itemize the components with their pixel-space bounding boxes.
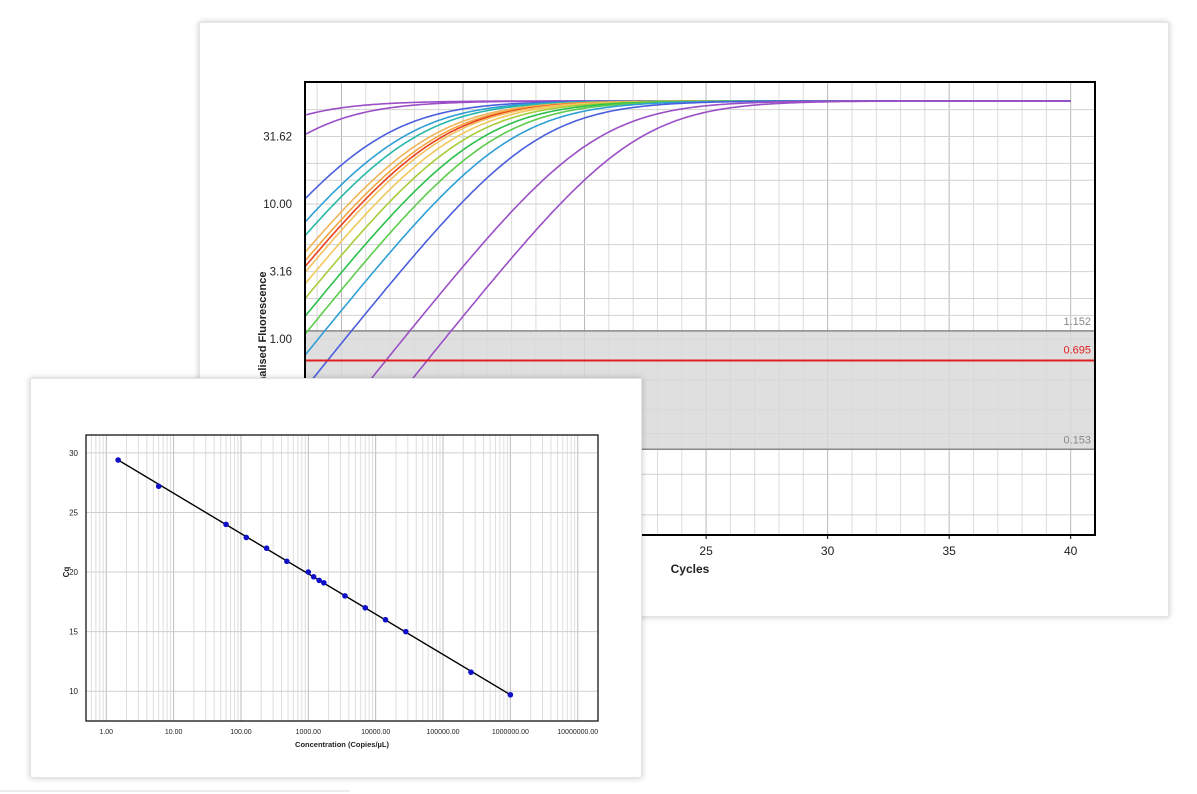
standard-point-11: [342, 593, 348, 599]
std-x-tick-label: 1000.00: [296, 729, 321, 736]
std-x-tick-label: 10000.00: [361, 729, 390, 736]
amp-y-tick-label: 31.62: [263, 131, 292, 143]
standard-point-8: [310, 574, 317, 580]
amplification-curve-14: [305, 100, 1071, 356]
amp-x-axis-title: Cycles: [671, 562, 710, 576]
amp-x-tick-label: 25: [699, 544, 713, 558]
amp-y-axis-title: Normalised Fluorescence: [257, 272, 269, 406]
std-y-tick-label: 20: [69, 568, 78, 577]
std-y-tick-label: 25: [69, 508, 78, 517]
std-y-tick-label: 30: [69, 449, 78, 458]
std-y-axis-title: Cq: [62, 567, 71, 578]
standard-point-10: [321, 579, 327, 586]
standard-point-3: [223, 521, 229, 528]
amp-y-tick-label: 10.00: [263, 199, 292, 211]
amplification-curves: [305, 100, 1071, 514]
std-x-tick-label: 10.00: [165, 729, 183, 736]
std-x-axis-title: Concentration (Copies/µL): [295, 740, 389, 749]
amp-plot-frame: [304, 81, 1096, 536]
amp-x-tick-label: 30: [821, 544, 835, 558]
standard-point-2: [155, 483, 162, 490]
standard-point-14: [402, 628, 409, 635]
std-x-tick-label: 100.00: [230, 729, 252, 736]
standard-curve-plot: 10 15 20 25 30 1.00 10.00 100.00 1000.00 10000.00…: [62, 434, 599, 749]
standard-point-12: [362, 604, 369, 611]
amplification-curve-8: [305, 100, 1071, 268]
standard-point-9: [316, 577, 322, 584]
amplification-curve-7: [305, 100, 1071, 262]
amplification-curve-2: [305, 100, 1071, 136]
std-x-tick-label: 100000.00: [426, 729, 459, 736]
threshold-lower-label: 0.153: [1063, 434, 1091, 446]
std-x-tick-label: 1.00: [99, 729, 113, 736]
standard-point-6: [284, 558, 290, 565]
std-x-tick-label: 1000000.00: [492, 729, 529, 736]
divider: [0, 790, 350, 792]
std-grid: [85, 435, 599, 721]
standard-point-16: [507, 691, 514, 698]
amp-x-tick-label: 40: [1064, 544, 1078, 558]
std-plot-frame: [85, 434, 599, 722]
standard-curve-card: 10 15 20 25 30 1.00 10.00 100.00 1000.00 10000.00…: [30, 378, 642, 778]
std-y-tick-label: 15: [69, 628, 78, 637]
standard-point-7: [305, 569, 312, 575]
amp-y-tick-label: 1.00: [270, 334, 292, 346]
std-y-tick-label: 10: [69, 687, 78, 696]
amp-y-tick-label: 3.16: [270, 267, 292, 279]
threshold-upper-label: 1.152: [1063, 316, 1091, 328]
standard-point-15: [468, 669, 474, 675]
amplification-curve-13: [305, 100, 1071, 335]
amplification-curve-17: [305, 100, 1071, 514]
amplification-curve-3: [305, 100, 1071, 200]
standard-point-1: [115, 457, 121, 463]
amplification-curve-12: [305, 100, 1071, 317]
amplification-plot: 1.1520.6950.1531.003.1610.0031.622025303…: [257, 81, 1096, 576]
standard-point-13: [382, 616, 389, 623]
standard-point-5: [263, 545, 270, 552]
amp-x-tick-label: 35: [942, 544, 956, 558]
threshold-value-label: 0.695: [1063, 344, 1091, 356]
amplification-curve-6: [305, 100, 1071, 253]
amplification-curve-5: [305, 100, 1071, 237]
std-x-tick-label: 10000000.00: [557, 729, 598, 736]
standard-point-4: [243, 534, 250, 541]
